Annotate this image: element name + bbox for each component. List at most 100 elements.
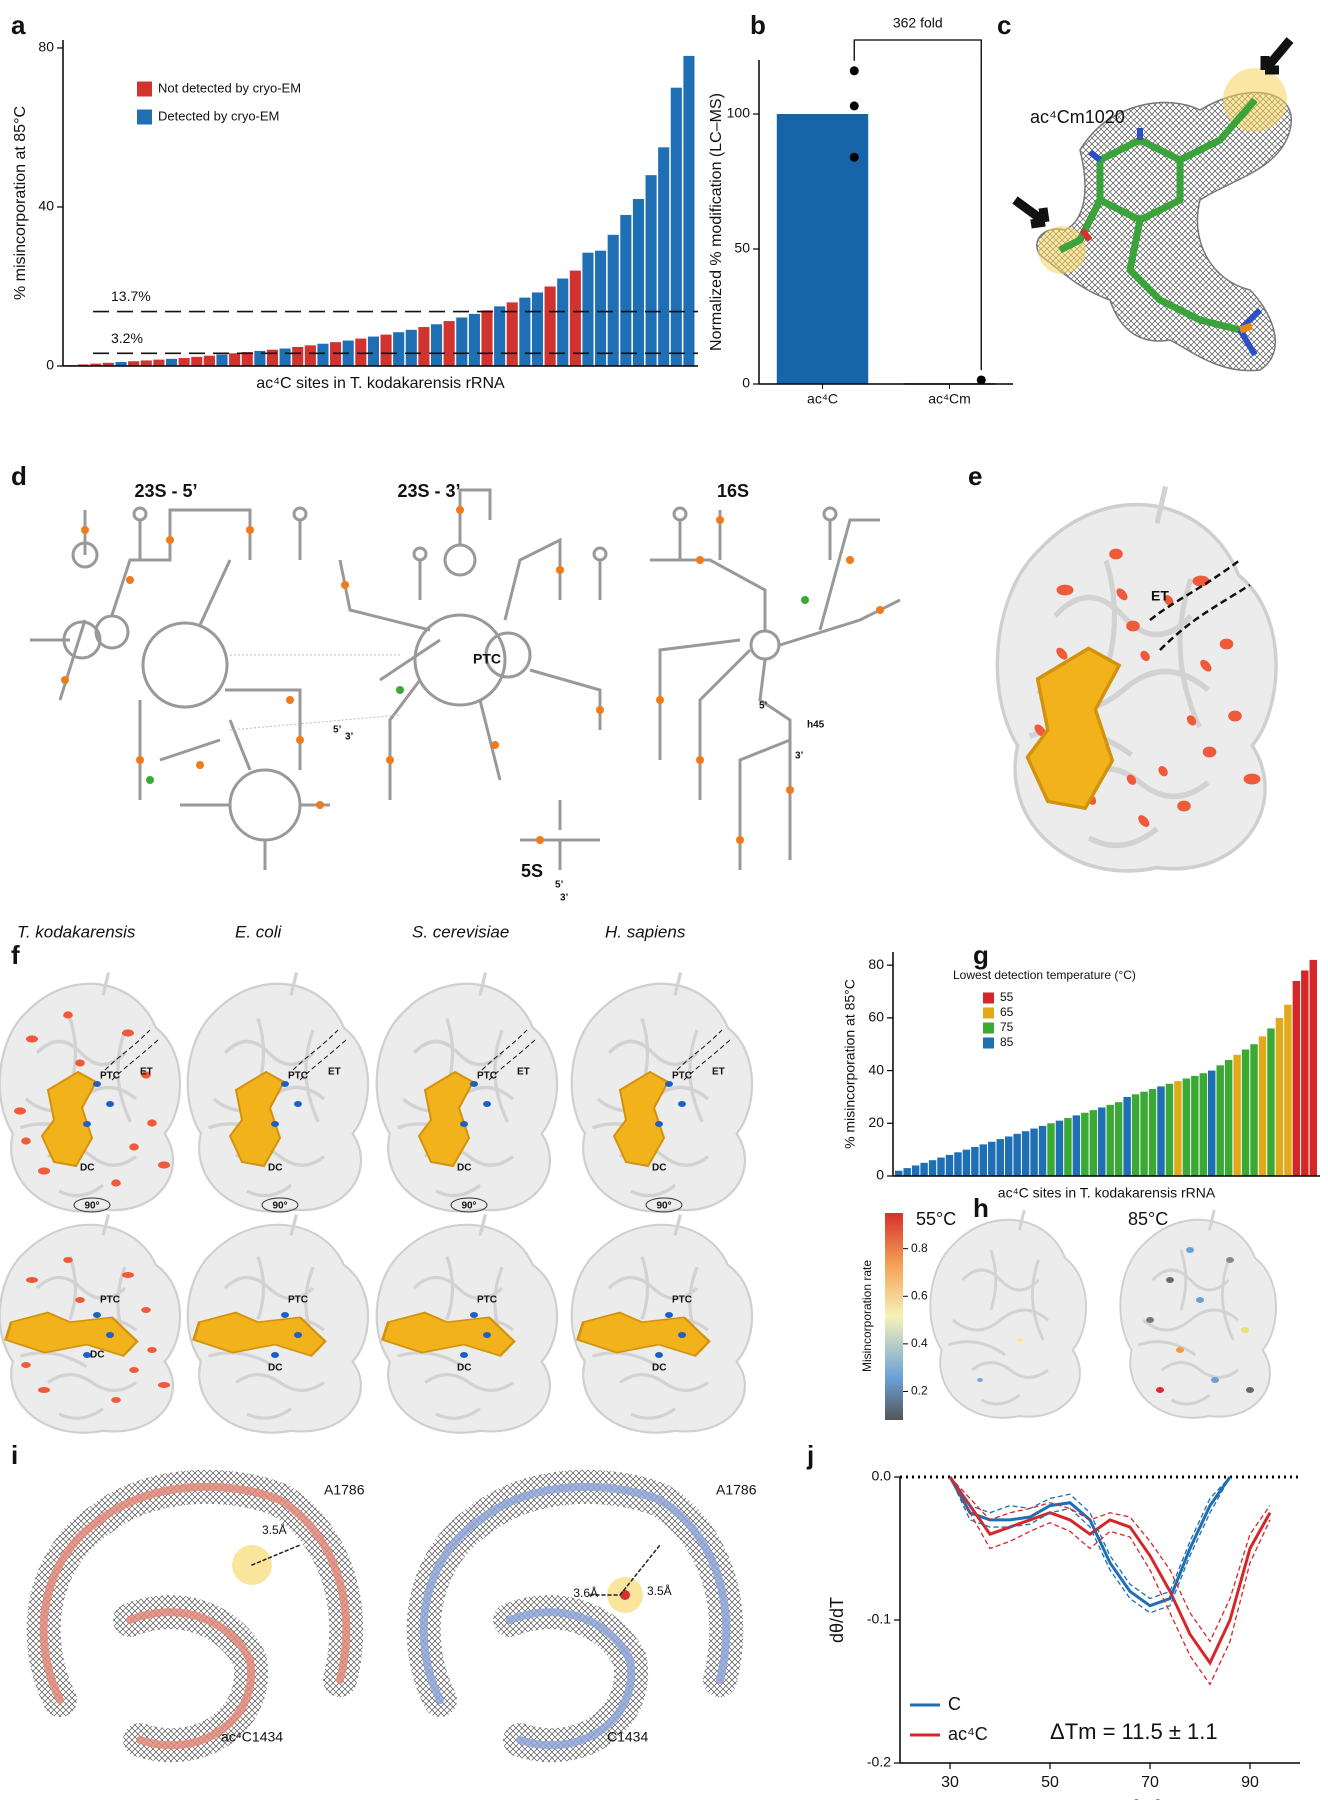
bar [241, 352, 253, 366]
bar [367, 336, 379, 366]
structure-label: PTC [473, 651, 501, 667]
y-tick-label: 20 [868, 1114, 884, 1130]
bar [178, 358, 190, 366]
replicate-line [949, 1476, 1231, 1614]
site-dots [61, 506, 884, 844]
bar [203, 355, 215, 366]
residue-label: C1434 [607, 1729, 648, 1745]
site-label: DC [652, 1363, 666, 1374]
bar [191, 356, 203, 366]
bar [1030, 1128, 1038, 1176]
bar [456, 317, 468, 366]
bar [1216, 1065, 1224, 1176]
ribosome [928, 1208, 1088, 1420]
rotation-label: 90° [84, 1201, 99, 1212]
bar [418, 327, 430, 366]
data-point [849, 152, 859, 162]
y-tick-label: 50 [734, 240, 750, 256]
replicate-line [949, 1476, 1231, 1600]
bar [1267, 1028, 1275, 1176]
y-tick-label: 0 [742, 375, 750, 391]
stem [132, 506, 148, 562]
bar [1241, 1049, 1250, 1176]
bar [645, 175, 657, 366]
end-label: 5’ [333, 725, 342, 736]
species-name: T. kodakarensis [17, 922, 136, 941]
bar [443, 321, 455, 366]
bar [304, 345, 316, 366]
replicate-line [949, 1476, 1271, 1686]
bar [1123, 1096, 1131, 1176]
bar [1284, 1004, 1292, 1176]
legend-label: Detected by cryo-EM [158, 108, 279, 123]
stem [412, 546, 428, 602]
bar [393, 332, 405, 366]
bar [1275, 1017, 1284, 1176]
bar [1309, 959, 1317, 1176]
colorbar-tick-label: 0.8 [911, 1241, 928, 1255]
structure-detail [26, 1469, 744, 1763]
bar [317, 343, 329, 366]
legend-swatch [983, 1037, 994, 1049]
x-tick-label: ac⁴Cm [928, 391, 971, 407]
legend-swatch [983, 1022, 994, 1034]
legend-label: ac⁴C [948, 1724, 988, 1744]
panel-letter: f [11, 940, 20, 970]
colorbar-title: Misincorporation rate [860, 1260, 874, 1372]
structure-title: 16S [717, 481, 749, 501]
bar [962, 1149, 971, 1176]
bar [1258, 1036, 1267, 1176]
site-label: PTC [477, 1071, 497, 1082]
legend-swatch [983, 1007, 994, 1019]
legend-label: 85 [1000, 1035, 1014, 1049]
bar [1021, 1131, 1030, 1176]
bar [1131, 1094, 1140, 1176]
site-label: PTC [672, 1071, 692, 1082]
bar [911, 1165, 920, 1176]
y-tick-label: 60 [868, 1009, 884, 1025]
end-label: 3’ [795, 751, 804, 762]
y-tick-label: -0.1 [867, 1611, 891, 1627]
data-point [849, 66, 859, 76]
panel-letter: b [750, 10, 766, 40]
site-label: DC [80, 1163, 94, 1174]
site-label: DC [268, 1363, 282, 1374]
residue-label: A1786 [324, 1482, 365, 1498]
bar [1224, 1060, 1233, 1176]
rotation-label: 90° [656, 1201, 671, 1212]
bar [1055, 1120, 1064, 1176]
structure-title: 23S - 5’ [134, 481, 197, 501]
x-axis-label: ac⁴C sites in T. kodakarensis rRNA [998, 1185, 1216, 1201]
legend-swatch [137, 81, 152, 97]
panel-letter: j [806, 1440, 814, 1470]
replicate-line [949, 1476, 1271, 1643]
bar [1157, 1086, 1165, 1176]
bar [1250, 1044, 1258, 1176]
bar [1140, 1091, 1148, 1176]
site-label: DC [90, 1350, 104, 1361]
rotation-label: 90° [461, 1201, 476, 1212]
tunnel-label: ET [1151, 588, 1169, 604]
exit-tunnel [1149, 558, 1251, 651]
distance-label: 3.6Å [573, 1585, 598, 1600]
legend-label: 65 [1000, 1005, 1014, 1019]
bar [620, 214, 632, 366]
bar [531, 292, 544, 366]
temperature-label: 85°C [1128, 1209, 1168, 1229]
panel-letter: c [997, 10, 1011, 40]
bar [90, 363, 102, 366]
bar [494, 306, 506, 366]
legend-label: Not detected by cryo-EM [158, 80, 301, 95]
stem [672, 506, 688, 562]
stem [822, 506, 838, 562]
rotation-label: 90° [272, 1201, 287, 1212]
bar [996, 1139, 1004, 1176]
bar [979, 1144, 988, 1176]
bar [670, 87, 682, 367]
panel-letter: h [973, 1193, 989, 1223]
stem [292, 506, 308, 562]
y-tick-label: 40 [38, 198, 54, 214]
bar [165, 358, 178, 366]
data-point [849, 101, 859, 111]
bar [1047, 1123, 1055, 1176]
